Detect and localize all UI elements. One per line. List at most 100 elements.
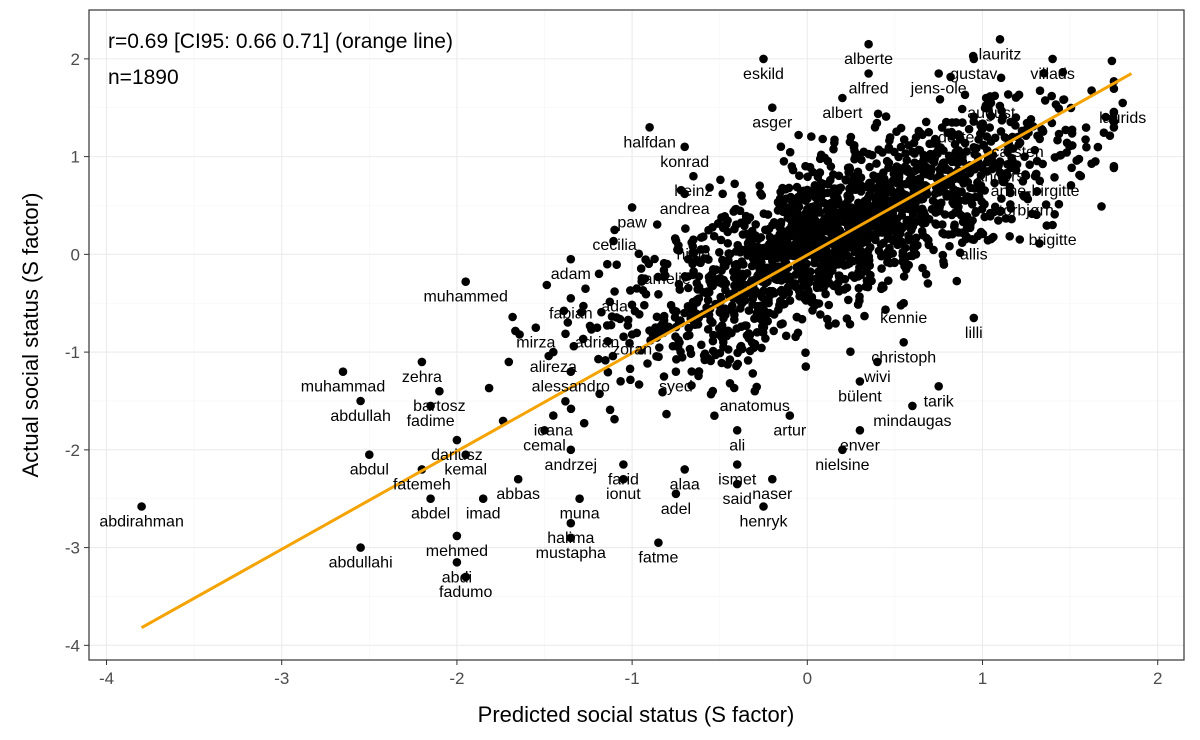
scatter-point <box>561 397 570 406</box>
scatter-point <box>864 69 873 78</box>
scatter-point <box>426 494 435 504</box>
scatter-point <box>1038 125 1047 135</box>
scatter-point <box>966 193 975 202</box>
scatter-point <box>980 212 989 222</box>
scatter-point <box>689 171 698 181</box>
scatter-point <box>1019 191 1028 200</box>
scatter-point <box>1050 210 1059 219</box>
scatter-point <box>901 202 911 212</box>
scatter-point <box>1109 163 1119 173</box>
scatter-point <box>850 141 859 150</box>
scatter-point <box>952 276 962 286</box>
scatter-point <box>791 239 800 248</box>
scatter-point <box>769 288 778 298</box>
scatter-point <box>840 249 849 259</box>
scatter-point <box>810 300 820 310</box>
scatter-point <box>960 138 970 148</box>
scatter-point <box>879 283 888 292</box>
point-label: albert <box>822 105 863 122</box>
point-label: heinz <box>674 183 712 200</box>
scatter-point <box>926 167 936 176</box>
scatter-point <box>867 150 877 160</box>
point-label: fatemeh <box>393 476 451 493</box>
point-label: muhammed <box>423 289 507 306</box>
scatter-point <box>968 216 977 225</box>
scatter-point <box>844 295 853 305</box>
scatter-point <box>680 308 689 318</box>
scatter-point <box>768 474 777 484</box>
scatter-point <box>654 538 663 547</box>
scatter-point <box>896 142 906 152</box>
scatter-point <box>684 323 693 333</box>
scatter-point <box>615 314 625 324</box>
scatter-point <box>716 235 726 245</box>
scatter-point <box>687 367 696 376</box>
scatter-point <box>693 320 703 329</box>
y-tick-label: -2 <box>65 441 80 460</box>
scatter-point <box>723 239 733 248</box>
point-label: muhammad <box>301 379 385 396</box>
scatter-point <box>829 144 838 154</box>
point-label: villads <box>1030 66 1074 83</box>
scatter-point <box>1035 134 1044 144</box>
scatter-point <box>452 558 462 567</box>
point-label: paw <box>617 214 647 231</box>
scatter-point <box>597 307 606 317</box>
scatter-point <box>566 445 576 455</box>
y-tick-label: 1 <box>71 148 80 167</box>
scatter-point <box>655 322 664 332</box>
scatter-point <box>1014 140 1024 149</box>
scatter-point <box>947 118 957 127</box>
scatter-point <box>721 285 730 295</box>
scatter-point <box>603 367 613 377</box>
scatter-point <box>913 164 922 174</box>
scatter-point <box>855 426 865 435</box>
point-label: lauritz <box>979 46 1022 63</box>
scatter-point <box>842 314 852 323</box>
grid-minor <box>89 10 1184 660</box>
scatter-point <box>983 236 993 245</box>
scatter-point <box>947 127 956 137</box>
scatter-point <box>809 187 818 196</box>
point-label: halfdan <box>623 134 676 151</box>
scatter-point <box>1042 221 1052 230</box>
scatter-point <box>1061 125 1070 135</box>
scatter-point <box>865 162 874 172</box>
scatter-point <box>619 332 628 342</box>
scatter-point <box>939 158 949 167</box>
scatter-point <box>729 207 738 216</box>
scatter-point <box>976 171 986 180</box>
scatter-point <box>1035 239 1044 248</box>
scatter-point <box>1107 56 1117 66</box>
scatter-point <box>652 312 662 322</box>
scatter-point <box>1087 159 1096 168</box>
scatter-point <box>819 215 829 225</box>
scatter-point <box>732 460 742 469</box>
scatter-point <box>994 216 1003 225</box>
scatter-point <box>801 290 810 299</box>
scatter-point <box>1109 123 1119 132</box>
scatter-point <box>854 283 864 293</box>
scatter-point <box>743 239 753 248</box>
scatter-point <box>729 383 739 393</box>
scatter-point <box>881 305 890 315</box>
scatter-point <box>688 259 697 269</box>
scatter-point <box>1066 181 1076 190</box>
scatter-point <box>803 194 812 203</box>
scatter-point <box>689 248 699 257</box>
scatter-point <box>685 344 695 354</box>
scatter-point <box>654 290 663 299</box>
scatter-point <box>767 262 777 272</box>
scatter-point <box>951 148 960 157</box>
scatter-point <box>830 138 839 148</box>
scatter-point <box>681 224 690 233</box>
scatter-point <box>1097 202 1106 211</box>
scatter-point <box>934 382 943 391</box>
scatter-point <box>843 163 853 173</box>
scatter-point <box>924 214 934 224</box>
scatter-point <box>711 265 721 275</box>
scatter-point <box>934 69 943 78</box>
scatter-point <box>669 305 678 315</box>
scatter-point <box>749 343 759 353</box>
